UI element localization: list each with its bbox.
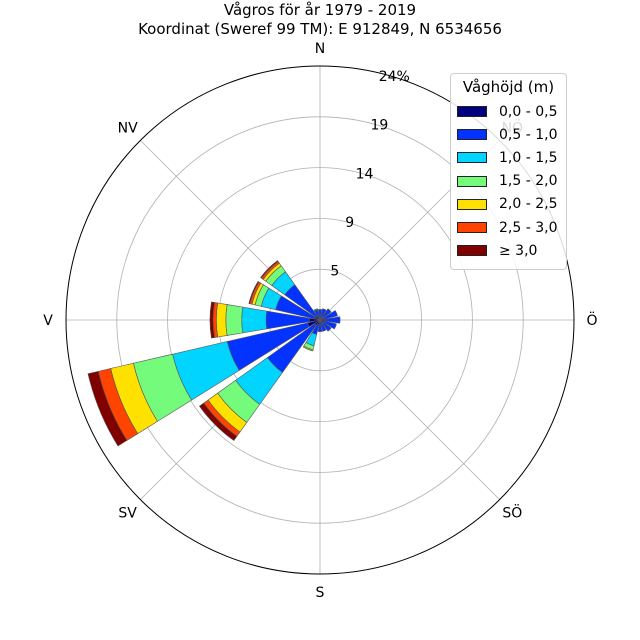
ring-gridline [116,116,524,524]
bar-V-6 [209,301,215,339]
legend-entry: 0,0 - 0,5 [451,100,566,123]
bar-NNÖ-1 [320,308,327,318]
direction-label: SÖ [502,503,522,521]
bar-sectors [87,260,341,447]
direction-label: Ö [586,311,597,329]
radial-tick-label: 19 [370,118,388,134]
legend-label: 1,5 - 2,0 [499,173,558,190]
legend-label: 2,5 - 3,0 [499,219,558,236]
legend-swatch [457,152,487,164]
legend-swatch [457,106,487,118]
legend-swatch [457,198,487,210]
legend-entry: 2,0 - 2,5 [451,193,566,216]
bar-S-1 [317,323,323,332]
bar-ÖSÖ-1 [323,320,337,330]
bar-NV-6 [260,260,279,279]
legend-swatch [457,222,487,234]
direction-label: NV [118,121,138,137]
legend-swatch [457,175,487,187]
legend-entry: ≥ 3,0 [451,239,566,262]
radial-tick-label: 5 [330,263,339,279]
legend-swatch [457,129,487,141]
legend-entry: 0,5 - 1,0 [451,123,566,146]
bar-ÖNÖ-1 [322,310,338,320]
legend-label: 2,0 - 2,5 [499,196,558,213]
bar-VNV-6 [248,280,260,305]
chart-subtitle: Koordinat (Sweref 99 TM): E 912849, N 65… [138,20,502,38]
bar-SV-6 [199,402,238,441]
bar-V-4 [216,302,228,338]
radial-tick-label: 9 [345,215,354,231]
legend-entry: 1,5 - 2,0 [451,170,566,193]
bar-VSV-6 [87,371,128,447]
ring-gridline [167,167,473,473]
bar-SÖ-1 [321,321,332,332]
chart-title: Vågros för år 1979 - 2019 [223,1,417,19]
bar-V-2 [241,306,268,334]
bar-NNV-2 [313,308,318,312]
legend: Våghöjd (m) 0,0 - 0,5 0,5 - 1,0 1,0 - 1,5 1… [450,73,567,270]
legend-label: 0,0 - 0,5 [499,103,558,120]
legend-label: ≥ 3,0 [499,242,538,259]
direction-label: V [43,313,53,329]
bar-NÖ-1 [321,308,332,319]
bar-SSV-4 [302,345,314,352]
legend-entry: 2,5 - 3,0 [451,216,566,239]
radial-tick-label: 14 [356,166,374,182]
direction-label: N [315,41,325,57]
bar-SSÖ-1 [320,322,327,332]
bar-Ö-1 [323,316,341,324]
bar-V-3 [225,304,244,336]
polar-frame [65,65,575,575]
legend-label: 0,5 - 1,0 [499,126,558,143]
legend-label: 1,0 - 1,5 [499,149,558,166]
radial-tick-label: 24% [379,69,410,85]
legend-swatch [457,245,487,257]
legend-title: Våghöjd (m) [462,78,555,96]
direction-label: SV [118,505,137,521]
legend-entry: 1,0 - 1,5 [451,146,566,169]
bar-N-1 [317,309,323,317]
direction-label: S [316,585,325,601]
radial-gridline [319,319,500,500]
